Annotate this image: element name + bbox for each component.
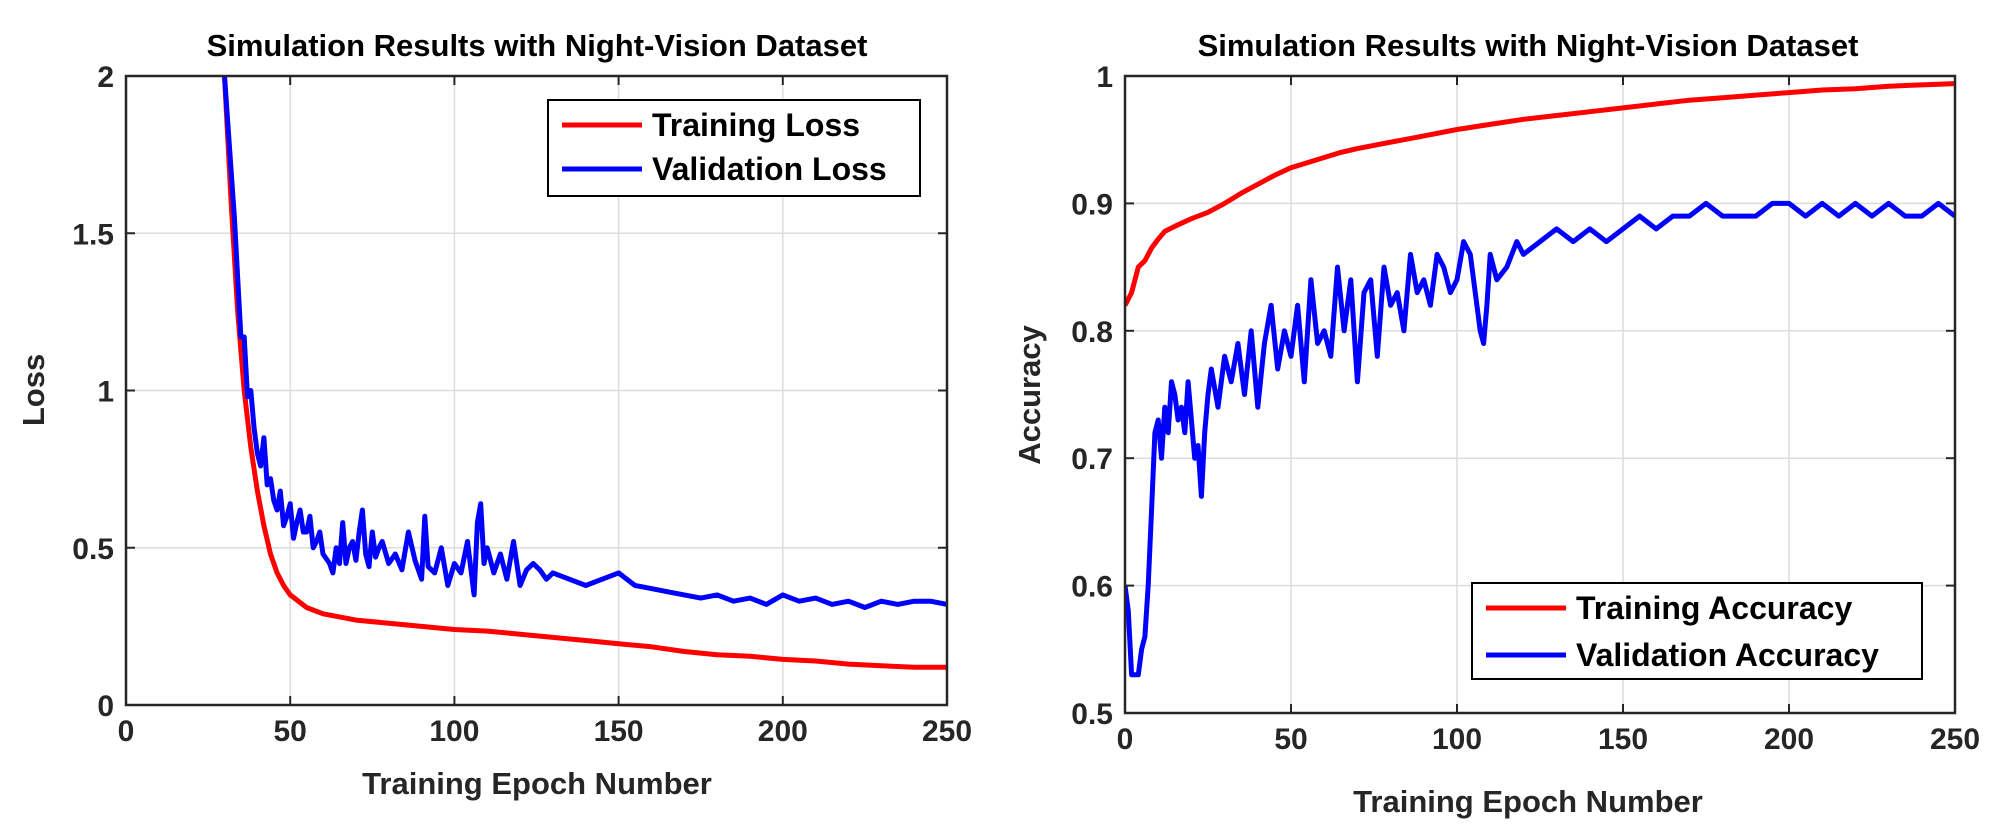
- accuracy-chart-series-training-line: [1125, 81, 1955, 307]
- accuracy-chart-xtick-label-4: 200: [1764, 723, 1814, 756]
- loss-chart-ylabel: Loss: [16, 354, 51, 426]
- loss-chart-legend-training-label: Training Loss: [652, 107, 860, 143]
- loss-chart-legend-box: [547, 99, 921, 197]
- loss-chart-xtick-label-0: 0: [118, 715, 135, 748]
- loss-chart-series-validation-line: [222, 76, 947, 610]
- loss-chart-ytick-label-0: 0: [97, 690, 114, 723]
- accuracy-chart-ytick-label-5: 1: [1096, 61, 1113, 94]
- accuracy-chart-xtick-label-1: 50: [1274, 723, 1307, 756]
- accuracy-chart-xtick-label-2: 100: [1432, 723, 1482, 756]
- loss-chart-series-training-line: [222, 76, 947, 670]
- loss-chart-ytick-label-2: 1: [97, 376, 114, 409]
- accuracy-chart-ytick-label-1: 0.6: [1071, 571, 1113, 604]
- loss-chart-ytick-label-1: 0.5: [72, 533, 114, 566]
- accuracy-chart-legend-validation-label: Validation Accuracy: [1576, 637, 1879, 673]
- accuracy-chart-ytick-label-0: 0.5: [1071, 698, 1113, 731]
- loss-chart-xtick-label-5: 250: [922, 715, 972, 748]
- accuracy-chart-xtick-label-3: 150: [1598, 723, 1648, 756]
- accuracy-chart-ytick-label-3: 0.8: [1071, 316, 1113, 349]
- accuracy-chart-legend-training-label: Training Accuracy: [1576, 590, 1852, 626]
- loss-chart-ytick-label-4: 2: [97, 61, 114, 94]
- accuracy-chart-series-validation-line: [1125, 200, 1955, 678]
- loss-chart-xtick-label-4: 200: [758, 715, 808, 748]
- loss-chart-legend-validation-label: Validation Loss: [652, 151, 887, 187]
- loss-chart: Simulation Results with Night-Vision Dat…: [16, 28, 972, 801]
- loss-chart-xlabel: Training Epoch Number: [362, 766, 712, 801]
- accuracy-chart-title: Simulation Results with Night-Vision Dat…: [1198, 28, 1859, 63]
- accuracy-chart-ytick-label-2: 0.7: [1071, 443, 1113, 476]
- accuracy-chart-legend-box: [1471, 582, 1923, 680]
- accuracy-chart-legend: Training Accuracy Validation Accuracy: [1471, 582, 1923, 680]
- accuracy-chart-axes-box: [1123, 74, 1957, 715]
- accuracy-chart-xlabel: Training Epoch Number: [1353, 784, 1703, 819]
- loss-chart-title: Simulation Results with Night-Vision Dat…: [207, 28, 868, 63]
- loss-chart-legend: Training Loss Validation Loss: [547, 99, 921, 197]
- loss-chart-xtick-label-3: 150: [594, 715, 644, 748]
- loss-chart-ytick-label-3: 1.5: [72, 218, 114, 251]
- accuracy-chart-xtick-label-5: 250: [1930, 723, 1980, 756]
- accuracy-chart-ylabel: Accuracy: [1012, 324, 1047, 464]
- loss-chart-xtick-label-1: 50: [274, 715, 307, 748]
- loss-chart-xtick-label-2: 100: [429, 715, 479, 748]
- accuracy-chart-xtick-label-0: 0: [1117, 723, 1134, 756]
- accuracy-chart-ytick-label-4: 0.9: [1071, 188, 1113, 221]
- accuracy-chart: Simulation Results with Night-Vision Dat…: [1012, 28, 1980, 819]
